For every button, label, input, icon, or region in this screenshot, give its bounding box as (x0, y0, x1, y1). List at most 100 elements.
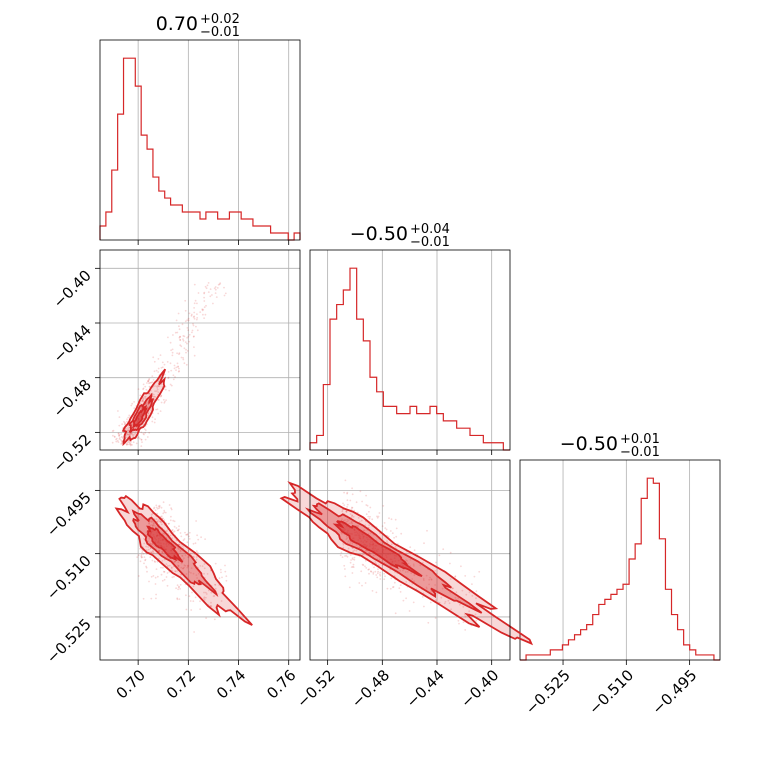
scatter-point (155, 408, 158, 411)
scatter-point (149, 382, 151, 384)
scatter-point (153, 506, 156, 509)
scatter-point (142, 397, 144, 400)
scatter-point (155, 593, 158, 596)
scatter-point (187, 335, 190, 338)
scatter-point (190, 567, 193, 570)
scatter-point (372, 554, 375, 557)
scatter-point (147, 548, 150, 551)
axes-frame (309, 249, 511, 451)
scatter-point (137, 436, 140, 439)
scatter-point (145, 403, 148, 406)
scatter-point (435, 561, 437, 564)
scatter-point (182, 357, 185, 359)
scatter-point (141, 551, 144, 554)
scatter-point (140, 438, 143, 441)
scatter-point (429, 601, 432, 604)
scatter-point (132, 433, 135, 436)
scatter-point (192, 316, 195, 318)
scatter-point (118, 416, 121, 418)
scatter-point (379, 574, 382, 577)
scatter-point (138, 437, 141, 440)
scatter-point (127, 416, 130, 419)
scatter-point (195, 318, 198, 321)
scatter-point (451, 587, 454, 590)
scatter-point (203, 306, 206, 309)
scatter-point (362, 553, 365, 555)
scatter-point (185, 573, 188, 575)
scatter-point (163, 363, 166, 366)
scatter-point (182, 338, 184, 341)
scatter-point (147, 412, 150, 415)
scatter-point (172, 374, 175, 377)
scatter-point (351, 493, 354, 496)
scatter-point (360, 570, 363, 573)
scatter-point (121, 436, 124, 439)
scatter-point (381, 564, 384, 567)
scatter-point (160, 523, 163, 526)
scatter-point (160, 573, 163, 576)
y-tick-label: −0.525 (43, 615, 95, 667)
scatter-point (471, 595, 474, 597)
scatter-point (186, 564, 189, 567)
scatter-point (137, 388, 140, 390)
scatter-point (405, 581, 408, 583)
scatter-point (160, 515, 163, 518)
scatter-point (142, 597, 145, 600)
scatter-point (425, 586, 428, 589)
scatter-point (141, 556, 143, 559)
scatter-point (221, 576, 223, 579)
scatter-point (164, 400, 166, 403)
scatter-point (465, 593, 468, 596)
param-title-sup-1: +0.04 (410, 222, 450, 237)
scatter-point (165, 563, 168, 565)
scatter-point (119, 437, 121, 439)
scatter-point (438, 602, 441, 604)
axes-frame (99, 39, 301, 241)
scatter-point (184, 299, 187, 302)
scatter-point (113, 436, 116, 438)
scatter-point (130, 404, 133, 407)
scatter-point (179, 335, 182, 338)
scatter-point (166, 361, 169, 363)
scatter-point (161, 560, 164, 562)
scatter-point (394, 518, 397, 521)
scatter-point (203, 598, 206, 601)
scatter-point (185, 348, 187, 351)
scatter-point (214, 286, 217, 288)
scatter-point (148, 393, 151, 395)
scatter-point (205, 287, 208, 290)
scatter-point (359, 546, 361, 549)
scatter-point (347, 540, 350, 542)
scatter-point (184, 531, 186, 534)
x-tick-label: 0.74 (213, 666, 249, 702)
scatter-point (193, 354, 196, 357)
scatter-point (160, 366, 163, 369)
scatter-point (383, 522, 386, 524)
scatter-point (167, 377, 170, 380)
scatter-point (363, 529, 366, 532)
scatter-point (191, 591, 193, 594)
scatter-point (187, 564, 190, 567)
scatter-point (340, 551, 343, 554)
scatter-point (173, 520, 176, 523)
scatter-point (187, 556, 190, 558)
scatter-point (173, 364, 176, 367)
scatter-point (113, 435, 116, 438)
scatter-point (163, 519, 166, 521)
scatter-point (155, 506, 158, 509)
scatter-point (360, 519, 363, 522)
scatter-point (111, 441, 114, 444)
scatter-point (213, 287, 216, 290)
scatter-point (196, 302, 198, 305)
scatter-point (126, 441, 129, 444)
scatter-point (147, 379, 150, 382)
scatter-point (173, 367, 176, 370)
scatter-point (178, 352, 181, 354)
scatter-point (419, 564, 422, 567)
scatter-point (434, 569, 437, 572)
scatter-point (116, 439, 119, 442)
scatter-point (143, 562, 145, 565)
scatter-point (176, 529, 179, 532)
scatter-point (157, 505, 160, 508)
scatter-point (191, 329, 194, 332)
